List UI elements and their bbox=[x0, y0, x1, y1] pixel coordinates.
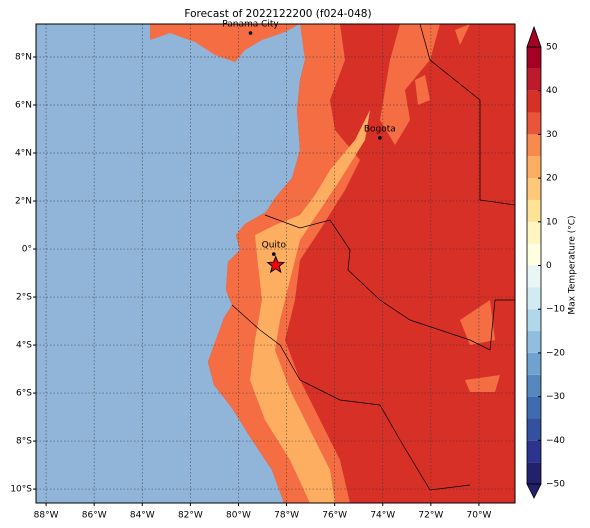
colorbar-segment bbox=[527, 287, 541, 310]
colorbar-segment bbox=[527, 47, 541, 69]
y-tick-label: 6°S bbox=[16, 389, 32, 399]
location-star bbox=[266, 255, 286, 274]
colorbar-label: Max Temperature (°C) bbox=[568, 215, 578, 314]
colorbar-segment bbox=[527, 156, 541, 179]
colorbar-segment bbox=[527, 178, 541, 200]
colorbar-segment bbox=[527, 440, 541, 463]
x-tick-label: 82°W bbox=[178, 511, 203, 521]
colorbar-segment bbox=[527, 462, 541, 484]
colorbar-tick-label: −50 bbox=[546, 480, 565, 490]
y-tick-label: 4°S bbox=[16, 341, 32, 351]
colorbar-segment bbox=[527, 90, 541, 113]
colorbar-segment bbox=[527, 243, 541, 266]
colorbar-segment bbox=[527, 418, 541, 441]
colorbar-segment bbox=[527, 396, 541, 419]
colorbar-extend-bottom bbox=[526, 483, 542, 499]
colorbar-segment bbox=[527, 331, 541, 353]
city-dot bbox=[378, 136, 382, 140]
colorbar-segment bbox=[527, 374, 541, 397]
city-label: Quito bbox=[262, 241, 287, 251]
temperature-band bbox=[380, 24, 500, 392]
y-tick-label: 10°S bbox=[10, 485, 32, 495]
colorbar-tick-label: 40 bbox=[546, 86, 558, 96]
x-tick-label: 86°W bbox=[82, 511, 107, 521]
colorbar-tick-label: −40 bbox=[546, 436, 565, 446]
colorbar-tick-label: −10 bbox=[546, 305, 565, 315]
y-tick-label: 2°S bbox=[16, 293, 32, 303]
x-tick-label: 70°W bbox=[467, 511, 492, 521]
y-tick-label: 8°S bbox=[16, 437, 32, 447]
colorbar-tick-label: 20 bbox=[546, 174, 558, 184]
colorbar-segment bbox=[527, 199, 541, 222]
colorbar-tick-label: 50 bbox=[546, 43, 558, 53]
colorbar-tick-label: 10 bbox=[546, 217, 558, 227]
x-tick-label: 84°W bbox=[130, 511, 155, 521]
colorbar-tick-label: 0 bbox=[546, 261, 552, 271]
colorbar-extend-top bbox=[526, 25, 542, 48]
city-label: Bogota bbox=[364, 124, 396, 134]
colorbar-segment bbox=[527, 112, 541, 135]
colorbar-tick-label: −20 bbox=[546, 348, 565, 358]
country-border bbox=[231, 24, 515, 491]
colorbar-segment bbox=[527, 265, 541, 288]
y-tick-label: 4°N bbox=[15, 149, 32, 159]
colorbar-tick-label: 30 bbox=[546, 130, 558, 140]
colorbar-segment bbox=[527, 68, 541, 91]
map-area bbox=[36, 24, 515, 503]
city-dot bbox=[248, 31, 253, 35]
x-tick-label: 76°W bbox=[322, 511, 347, 521]
land bbox=[150, 24, 300, 62]
colorbar-segment bbox=[527, 134, 541, 157]
map-frame bbox=[35, 23, 516, 504]
map-title: Forecast of 2022122200 (f024-048) bbox=[184, 8, 371, 20]
x-tick-label: 78°W bbox=[274, 511, 299, 521]
x-tick-label: 80°W bbox=[226, 511, 251, 521]
colorbar-segment bbox=[527, 352, 541, 375]
city-dot bbox=[272, 252, 276, 256]
y-tick-label: 2°N bbox=[15, 197, 32, 207]
x-tick-label: 88°W bbox=[34, 511, 59, 521]
y-tick-label: 0° bbox=[22, 245, 32, 255]
x-tick-label: 74°W bbox=[370, 511, 395, 521]
city-label: Panama City bbox=[222, 20, 279, 30]
colorbar-tick-label: −30 bbox=[546, 392, 565, 402]
temperature-band bbox=[250, 110, 370, 503]
x-tick-label: 72°W bbox=[418, 511, 443, 521]
y-tick-label: 6°N bbox=[15, 101, 32, 111]
colorbar-segment bbox=[527, 309, 541, 332]
colorbar-segment bbox=[527, 221, 541, 244]
y-tick-label: 8°N bbox=[15, 53, 32, 63]
